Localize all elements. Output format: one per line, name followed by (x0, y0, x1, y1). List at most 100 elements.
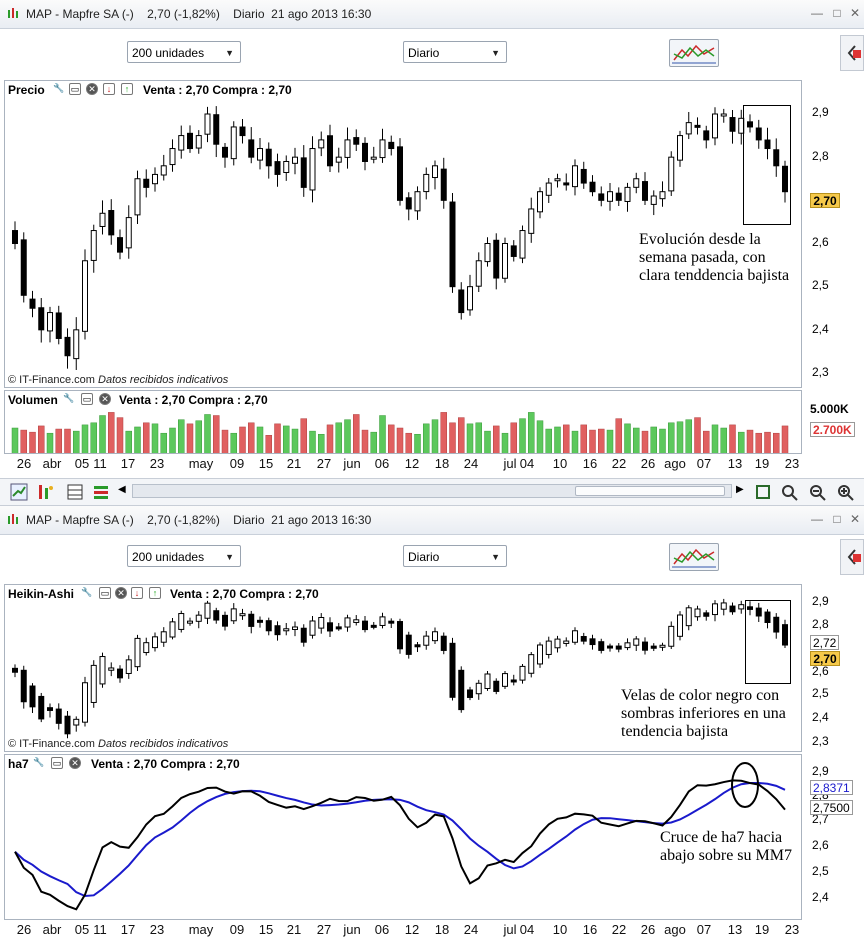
ha-value-tag: 2,72 (810, 635, 840, 650)
price-candle (248, 127, 255, 164)
wrench-icon[interactable]: 🔧 (53, 83, 65, 95)
move-up-icon[interactable]: ↑ (121, 83, 133, 95)
volume-bar (773, 432, 780, 453)
wrench-icon[interactable]: 🔧 (81, 587, 93, 599)
volume-bar (781, 425, 789, 453)
scroll-track[interactable] (132, 484, 732, 498)
y-tick: 2,5 (812, 864, 829, 878)
close-icon[interactable]: ✕ (849, 512, 861, 526)
period-select[interactable]: Diario ▼ (403, 41, 507, 63)
zoom-fit-icon[interactable] (780, 483, 798, 501)
units-select[interactable]: 200 unidades ▼ (127, 545, 241, 567)
volume-bar (55, 428, 62, 453)
scroll-left-arrow[interactable]: ◀ (118, 484, 126, 495)
y-tick: 2,9 (812, 764, 829, 778)
close-circle-icon[interactable]: ✕ (69, 757, 81, 769)
chart-style-button[interactable] (669, 39, 719, 67)
credit-brand: © IT-Finance.com (8, 374, 95, 386)
volume-values: Venta : 2,70 Compra : 2,70 (119, 393, 268, 407)
price-candle (265, 142, 272, 179)
chevron-down-icon: ▼ (491, 552, 500, 562)
ha-candle (642, 637, 648, 655)
volume-bar (440, 412, 447, 453)
maximize-icon[interactable]: □ (833, 6, 841, 20)
volume-bar (326, 424, 334, 453)
scroll-thumb[interactable] (575, 486, 725, 496)
price-candle (475, 252, 482, 292)
volume-y-axis: 5.000K 2.700K (806, 390, 864, 454)
ha-candle (510, 674, 517, 686)
maximize-icon[interactable]: □ (833, 512, 841, 526)
zoom-in-icon[interactable] (836, 483, 854, 501)
chevron-down-icon: ▼ (225, 552, 234, 562)
price-candle (178, 125, 185, 159)
price-candle (528, 197, 535, 243)
price-candle (187, 125, 193, 153)
x-tick: 23 (784, 922, 800, 937)
window-icon[interactable]: ▭ (69, 83, 81, 95)
units-select[interactable]: 200 unidades ▼ (127, 41, 241, 63)
price-candle (720, 108, 727, 123)
close-circle-icon[interactable]: ✕ (86, 83, 98, 95)
x-tick: 22 (611, 922, 627, 937)
close-circle-icon[interactable]: ✕ (99, 393, 111, 405)
trend-line-icon[interactable] (10, 483, 28, 501)
layers-icon[interactable] (92, 483, 110, 501)
volume-bar (20, 429, 27, 453)
volume-bar (624, 423, 631, 453)
price-candle (659, 181, 666, 207)
indicator-icon[interactable] (36, 483, 54, 501)
ha-candle (318, 613, 325, 634)
fit-icon[interactable] (754, 483, 772, 501)
x-tick: 11 (93, 922, 107, 937)
x-tick: 10 (552, 922, 568, 937)
price-candle (99, 200, 106, 235)
price-candle (20, 232, 27, 303)
price-candle (300, 145, 307, 197)
y-tick: 2,9 (812, 594, 829, 608)
close-icon[interactable]: ✕ (849, 6, 861, 20)
wrench-icon[interactable]: 🔧 (63, 393, 75, 405)
move-up-icon[interactable]: ↑ (149, 587, 161, 599)
volume-bar (755, 432, 762, 453)
minimize-icon[interactable]: — (811, 512, 823, 526)
volume-bar (493, 425, 500, 453)
move-down-icon[interactable]: ↓ (131, 587, 143, 599)
ha-candle (720, 598, 727, 616)
price-candle (510, 240, 517, 262)
x-tick: 27 (316, 456, 332, 471)
window-icon[interactable]: ▭ (99, 587, 111, 599)
table-icon[interactable] (66, 483, 84, 501)
bottom-x-axis: 26 abr 05 11 17 23 may 09 15 21 27 jun 06 12 18 24 jul 04… (4, 922, 802, 940)
ha-candle (195, 611, 202, 629)
price-candle (230, 121, 237, 166)
ha-candle (650, 643, 657, 652)
volume-bar (239, 426, 246, 453)
heikin-ashi-panel: Heikin-Ashi 🔧 ▭ ✕ ↓ ↑ Venta : 2,70 Compr… (4, 584, 802, 752)
wrench-icon[interactable]: 🔧 (33, 757, 45, 769)
window-icon[interactable]: ▭ (51, 757, 63, 769)
volume-bar (519, 418, 526, 453)
volume-bar (536, 420, 544, 453)
scroll-right-arrow[interactable]: ▶ (736, 484, 744, 495)
ha-candle (204, 600, 211, 624)
volume-bar (291, 428, 299, 453)
side-panel-toggle[interactable] (840, 35, 864, 71)
period-select[interactable]: Diario ▼ (403, 545, 507, 567)
volume-bar (283, 425, 290, 453)
volume-bar (160, 432, 167, 453)
chart-style-button[interactable] (669, 543, 719, 571)
price-candle (152, 167, 158, 192)
volume-bar (510, 422, 517, 453)
close-circle-icon[interactable]: ✕ (115, 587, 127, 599)
side-panel-toggle[interactable] (840, 539, 864, 575)
volume-bar (738, 431, 745, 453)
window-icon[interactable]: ▭ (81, 393, 93, 405)
move-down-icon[interactable]: ↓ (103, 83, 115, 95)
price-candle (537, 187, 543, 219)
ha-candle (152, 632, 158, 652)
minimize-icon[interactable]: — (811, 6, 823, 20)
price-candle (484, 237, 491, 267)
zoom-out-icon[interactable] (808, 483, 826, 501)
volume-bar (554, 426, 561, 453)
